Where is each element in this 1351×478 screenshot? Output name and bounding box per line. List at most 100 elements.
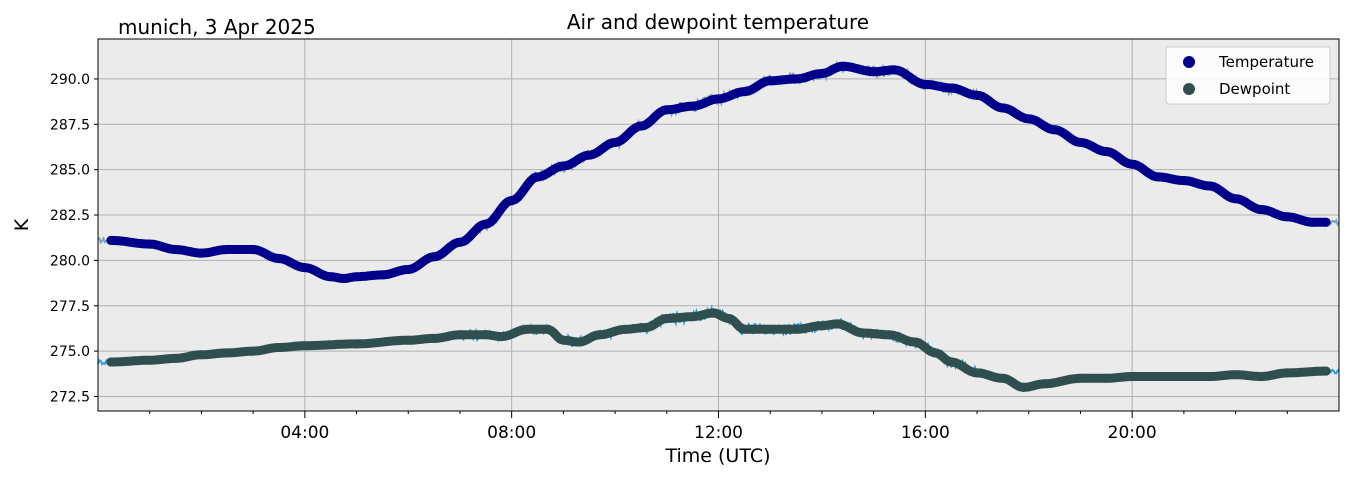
y-axis-title: K [11,218,33,231]
data-point-dewpoint [352,339,361,349]
data-point-temperature [377,270,387,280]
data-point-dewpoint [496,332,506,342]
data-point-temperature [1127,159,1137,169]
data-point-dewpoint [946,357,956,367]
data-point-temperature [106,235,116,245]
data-point-temperature [481,219,491,229]
data-point-dewpoint [248,346,258,356]
data-point-temperature [145,239,155,249]
data-point-dewpoint [724,314,734,323]
data-point-dewpoint [1127,372,1137,381]
grid [98,39,1339,411]
y-tick-label: 287.5 [50,117,90,133]
marker-series-layer [106,61,1331,392]
data-point-temperature [1256,205,1266,215]
data-point-temperature [1076,137,1085,147]
data-point-dewpoint [1205,372,1215,381]
y-tick-label: 290.0 [50,72,90,88]
data-point-temperature [507,196,517,205]
y-tick-label: 285.0 [50,163,90,179]
y-tick-label: 272.5 [50,389,90,405]
legend-label-temperature: Temperature [1218,53,1314,71]
data-point-dewpoint [558,335,568,345]
data-point-temperature [1231,194,1241,204]
x-axis-title: Time (UTC) [664,445,770,467]
data-point-temperature [610,137,620,147]
x-axis: 04:00 08:00 12:00 16:00 20:00 [149,411,1288,443]
data-point-temperature [339,274,349,283]
data-point-dewpoint [1256,372,1266,381]
data-point-temperature [972,90,982,100]
data-point-temperature [998,103,1008,113]
data-point-dewpoint [817,321,827,331]
data-point-temperature [274,254,284,264]
data-point-temperature [222,245,232,254]
data-point-dewpoint [832,319,842,329]
y-tick-label: 277.5 [50,299,90,315]
data-point-dewpoint [688,312,698,322]
data-point-dewpoint [1101,373,1111,383]
data-point-temperature [196,248,206,258]
chart-subtitle: munich, 3 Apr 2025 [118,15,316,39]
data-point-temperature [869,67,879,77]
legend-box [1165,46,1331,105]
legend-label-dewpoint: Dewpoint [1219,80,1290,98]
data-point-dewpoint [1321,366,1331,376]
data-point-dewpoint [171,353,181,363]
data-point-dewpoint [1179,372,1189,381]
data-point-temperature [1101,147,1111,156]
data-point-temperature [791,74,801,84]
x-tick-label: 04:00 [280,423,329,443]
data-point-dewpoint [708,308,718,318]
data-point-dewpoint [106,357,116,367]
data-point-temperature [920,79,930,89]
data-point-dewpoint [1019,382,1029,392]
data-point-temperature [1205,181,1215,191]
data-point-dewpoint [791,324,801,334]
data-point-temperature [688,101,698,111]
data-point-dewpoint [481,330,491,340]
data-point-dewpoint [403,335,413,345]
data-point-dewpoint [222,348,232,358]
data-point-temperature [817,69,827,78]
x-tick-label: 20:00 [1108,423,1157,443]
data-point-temperature [739,87,749,97]
data-point-temperature [326,272,336,282]
y-axis: 272.5 275.0 277.5 280.0 282.5 285.0 287.5 290.0 [50,72,98,405]
y-tick-label: 280.0 [50,253,90,269]
data-point-dewpoint [1282,368,1292,378]
data-point-dewpoint [274,343,284,352]
data-point-dewpoint [641,323,651,332]
x-tick-label: 12:00 [694,423,743,443]
series-line-dewpoint [106,308,1331,392]
data-point-temperature [584,150,594,160]
data-point-dewpoint [429,333,439,343]
data-point-temperature [455,237,465,247]
data-point-dewpoint [1076,373,1085,383]
data-point-temperature [838,61,848,71]
data-point-dewpoint [931,348,941,358]
data-point-dewpoint [595,330,605,340]
chart-title: Air and dewpoint temperature [567,10,869,34]
data-point-dewpoint [1039,379,1049,389]
data-point-dewpoint [998,373,1008,383]
data-point-dewpoint [1231,370,1241,380]
data-point-temperature [636,121,646,131]
data-point-dewpoint [300,341,310,351]
data-point-temperature [403,265,413,274]
data-point-dewpoint [858,328,868,338]
data-point-dewpoint [662,314,672,323]
data-point-dewpoint [972,368,982,378]
data-point-temperature [946,83,956,93]
y-tick-label: 282.5 [50,208,90,224]
data-point-dewpoint [522,324,532,334]
data-point-temperature [300,263,310,273]
data-point-dewpoint [620,324,630,334]
data-point-temperature [714,94,723,104]
data-point-temperature [1024,114,1034,124]
data-point-temperature [1308,217,1318,227]
data-point-dewpoint [455,330,465,340]
data-point-temperature [248,245,258,254]
data-point-temperature [1050,125,1060,135]
